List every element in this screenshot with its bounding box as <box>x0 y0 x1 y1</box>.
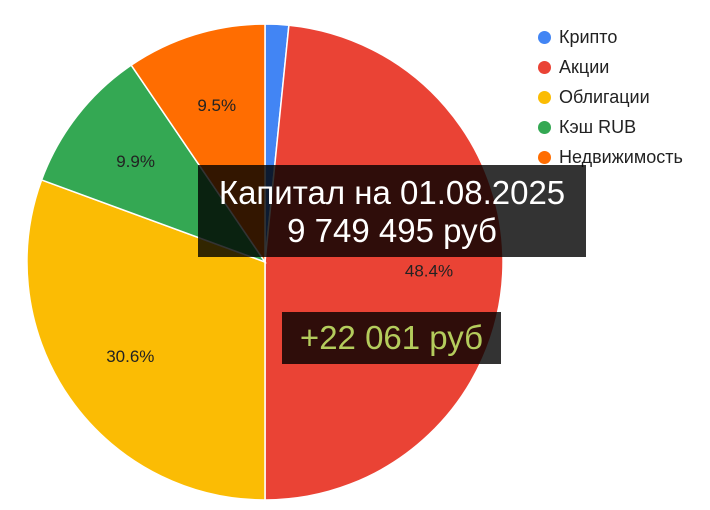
slice-label-1: 48.4% <box>405 261 453 280</box>
legend-dot-cash <box>538 120 551 134</box>
legend-item-crypto[interactable]: Крипто <box>538 22 683 52</box>
legend: Крипто Акции Облигации Кэш RUB Недвижимо… <box>538 22 683 172</box>
legend-item-realestate[interactable]: Недвижимость <box>538 142 683 172</box>
legend-item-stocks[interactable]: Акции <box>538 52 683 82</box>
slice-label-2: 30.6% <box>106 347 154 366</box>
legend-dot-realestate <box>538 150 551 164</box>
capital-delta: +22 061 руб <box>282 312 501 364</box>
legend-label-cash: Кэш RUB <box>559 116 637 137</box>
legend-dot-crypto <box>538 30 551 44</box>
capital-title: Капитал на 01.08.2025 <box>218 174 566 211</box>
legend-label-bonds: Облигации <box>559 86 650 107</box>
legend-label-realestate: Недвижимость <box>559 146 683 167</box>
legend-dot-bonds <box>538 90 551 104</box>
legend-label-stocks: Акции <box>559 56 610 77</box>
capital-overlay: Капитал на 01.08.2025 9 749 495 руб <box>198 165 586 257</box>
pie-slice-1[interactable] <box>264 24 504 501</box>
legend-item-cash[interactable]: Кэш RUB <box>538 112 683 142</box>
legend-dot-stocks <box>538 60 551 74</box>
legend-item-bonds[interactable]: Облигации <box>538 82 683 112</box>
capital-amount: 9 749 495 руб <box>287 212 497 249</box>
pie-slice-2[interactable] <box>26 179 266 501</box>
legend-label-crypto: Крипто <box>559 26 618 47</box>
slice-label-4: 9.5% <box>197 96 236 115</box>
slice-label-3: 9.9% <box>116 152 155 171</box>
